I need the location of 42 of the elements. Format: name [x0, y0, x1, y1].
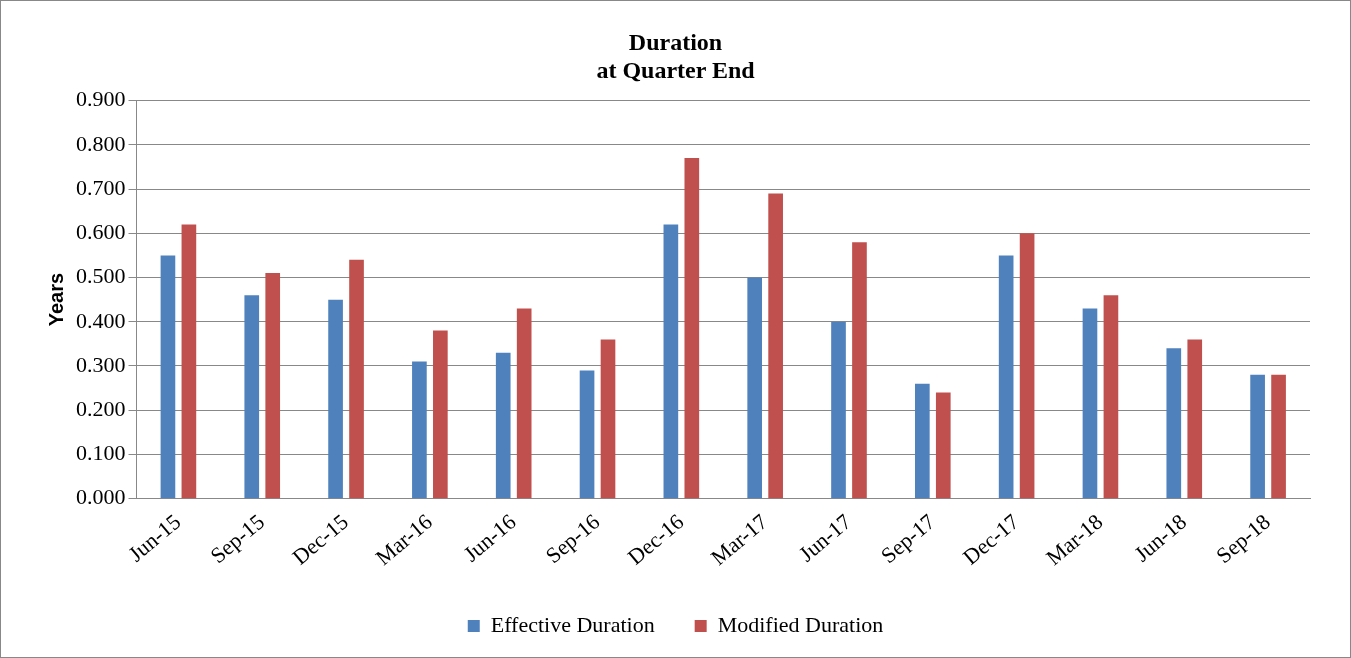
bar	[412, 361, 427, 499]
y-tick-label: 0.800	[76, 130, 126, 156]
bar	[768, 193, 783, 499]
bar	[349, 259, 364, 499]
bar	[998, 255, 1014, 499]
bar	[663, 224, 679, 499]
bar	[600, 339, 616, 499]
y-tick-label: 0.500	[76, 263, 126, 289]
y-tick-label: 0.100	[76, 440, 126, 466]
bar	[579, 370, 595, 499]
y-axis-title: Years	[44, 272, 67, 327]
bar	[831, 321, 846, 499]
bar	[935, 392, 951, 499]
y-tick-label: 0.200	[76, 395, 126, 421]
bar	[1187, 339, 1203, 499]
y-tick-label: 0.900	[76, 86, 126, 112]
bar	[747, 277, 763, 499]
bar	[1019, 233, 1035, 499]
y-tick-label: 0.600	[76, 219, 126, 245]
bar	[852, 242, 867, 499]
bar	[181, 224, 197, 499]
bar	[1271, 374, 1286, 499]
bar	[516, 308, 532, 499]
bar	[265, 273, 281, 499]
legend-label: Effective Duration	[490, 611, 655, 637]
chart-title: Duration at Quarter End	[596, 28, 756, 84]
bar	[244, 295, 260, 499]
bar	[1103, 295, 1119, 499]
bar	[684, 158, 700, 499]
bar	[1166, 348, 1182, 499]
y-tick-label: 0.000	[76, 484, 126, 510]
bar	[495, 352, 511, 499]
bar	[914, 383, 930, 499]
bar	[433, 330, 448, 499]
bar	[328, 299, 343, 499]
bar	[1082, 308, 1098, 499]
legend-label: Modified Duration	[717, 611, 884, 637]
y-tick-label: 0.400	[76, 307, 126, 333]
bar	[1250, 374, 1265, 499]
y-tick-label: 0.700	[76, 174, 126, 200]
y-tick-label: 0.300	[76, 351, 126, 377]
bar	[160, 255, 176, 499]
